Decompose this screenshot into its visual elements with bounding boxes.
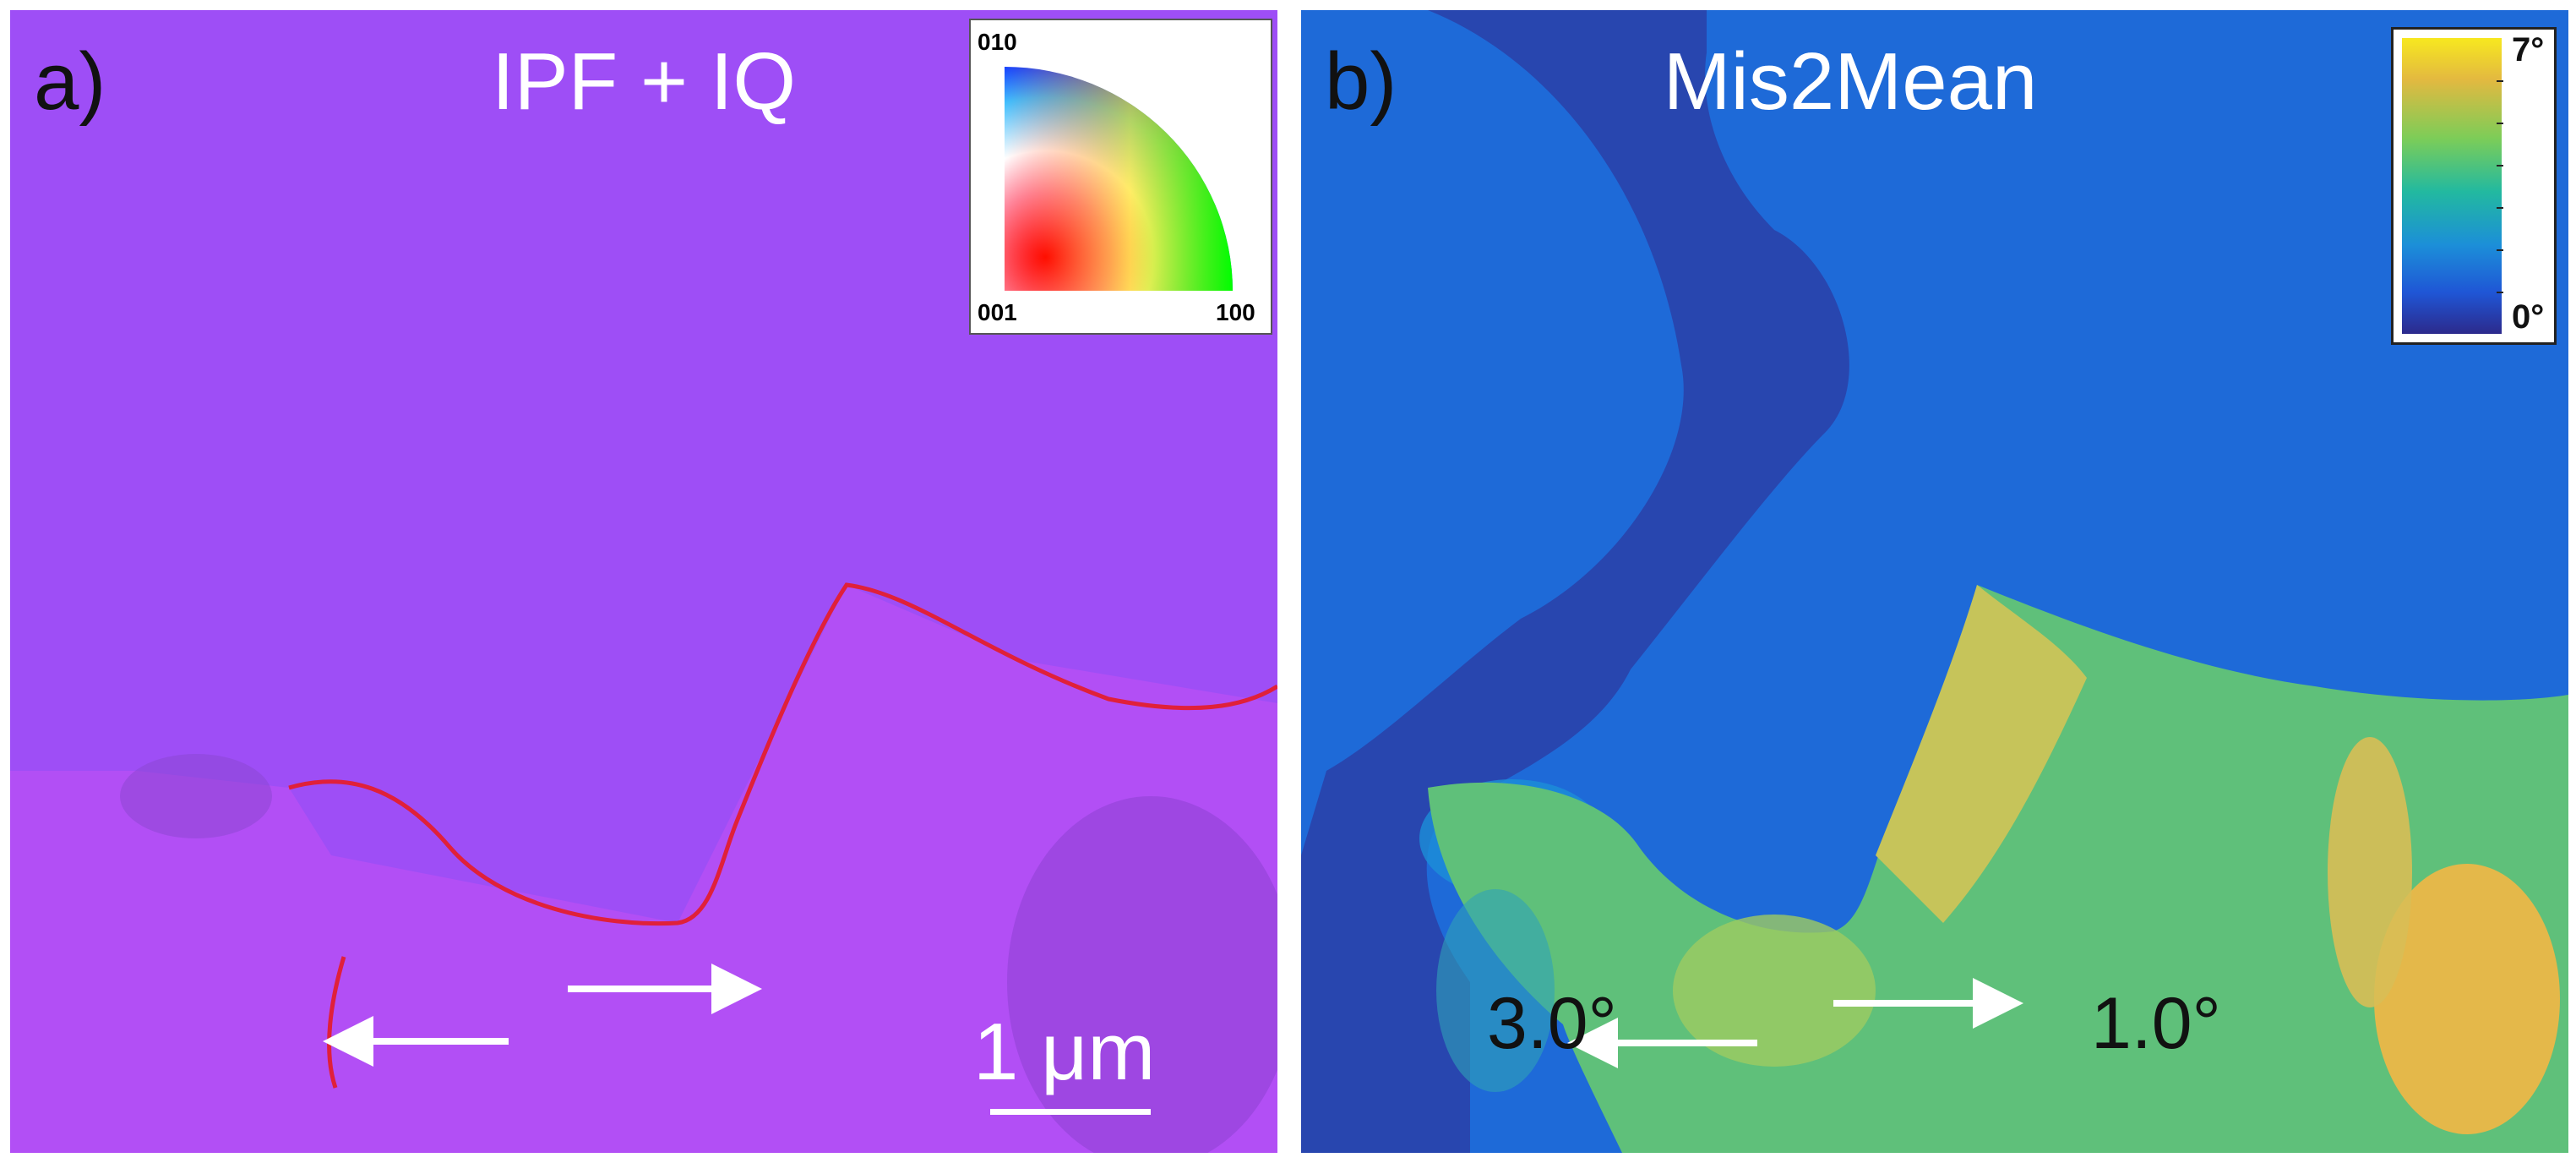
colorbar-gradient	[2402, 38, 2502, 334]
left-arrow-angle-label: 3.0°	[1487, 983, 1617, 1064]
colorbar-tick	[2497, 207, 2503, 209]
ipf-key-triangle	[1005, 67, 1233, 291]
arrow-left	[1567, 1018, 1757, 1068]
panel-a-title: IPF + IQ	[491, 36, 797, 127]
panel-b-title: Mis2Mean	[1663, 36, 2038, 127]
scale-bar-label: 1 μm	[973, 1007, 1156, 1097]
ipf-key-label-001: 001	[978, 299, 1017, 325]
colorbar-min-label: 0°	[2512, 298, 2545, 336]
colorbar-tick	[2497, 249, 2503, 251]
misorientation-colorbar: 7° 0°	[2391, 27, 2557, 345]
colorbar-tick	[2497, 80, 2503, 82]
colorbar-max-label: 7°	[2512, 31, 2545, 68]
colorbar-tick	[2497, 165, 2503, 167]
panel-b-label: b)	[1325, 36, 1397, 127]
ipf-key-label-010: 010	[978, 29, 1017, 55]
panel-a-ipf-map: a) IPF + IQ 010 001	[10, 10, 1277, 1153]
arrow-right	[568, 964, 762, 1014]
panel-b-mis2mean-map: b) Mis2Mean 7° 0° 3.0° 1.0°	[1301, 10, 2568, 1153]
ipf-color-key: 010 001 100	[969, 19, 1272, 335]
right-arrow-angle-label: 1.0°	[2091, 983, 2221, 1064]
ipf-key-label-100: 100	[1216, 299, 1255, 325]
colorbar-tick	[2497, 292, 2503, 293]
panel-a-label: a)	[34, 36, 106, 127]
mis2mean-map-image	[1301, 10, 2568, 1153]
arrow-right	[1833, 978, 2023, 1029]
arrow-left	[323, 1016, 509, 1067]
scale-bar	[990, 1109, 1151, 1115]
colorbar-tick	[2497, 123, 2503, 124]
